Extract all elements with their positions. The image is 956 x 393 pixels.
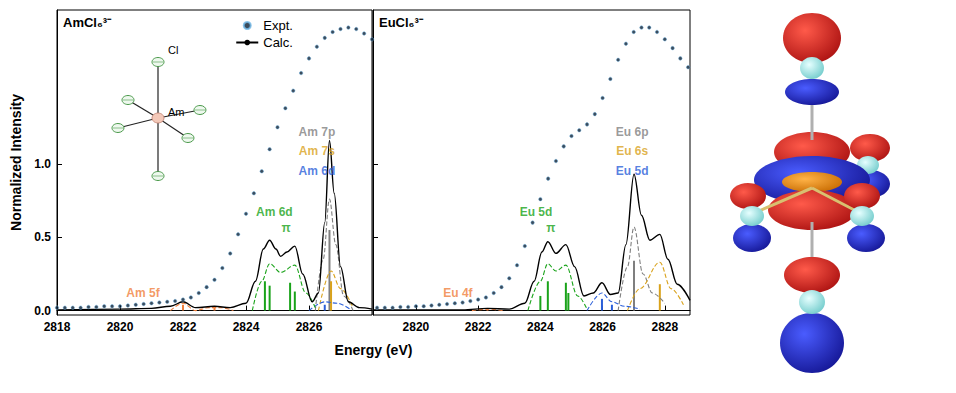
svg-text:2822: 2822	[465, 320, 492, 334]
svg-text:π: π	[546, 221, 555, 235]
svg-text:2824: 2824	[233, 320, 260, 334]
svg-text:AmCl₆³⁻: AmCl₆³⁻	[63, 15, 112, 30]
svg-text:EuCl₆³⁻: EuCl₆³⁻	[379, 15, 424, 30]
svg-text:Eu 6s: Eu 6s	[616, 144, 648, 158]
svg-text:2820: 2820	[107, 320, 134, 334]
svg-text:Eu 5d: Eu 5d	[520, 205, 553, 219]
svg-text:2826: 2826	[296, 320, 323, 334]
svg-text:2826: 2826	[589, 320, 616, 334]
svg-text:Normalized Intensity: Normalized Intensity	[8, 94, 24, 231]
svg-text:Am 5f: Am 5f	[126, 286, 160, 300]
svg-text:2824: 2824	[527, 320, 554, 334]
svg-text:Am 7s: Am 7s	[299, 144, 335, 158]
svg-text:Calc.: Calc.	[263, 35, 293, 50]
svg-text:0.5: 0.5	[34, 230, 51, 244]
svg-text:Energy (eV): Energy (eV)	[335, 342, 413, 358]
svg-text:π: π	[281, 221, 290, 235]
svg-text:Am: Am	[168, 106, 185, 118]
svg-text:Eu 4f: Eu 4f	[443, 286, 473, 300]
svg-text:Am 7p: Am 7p	[299, 125, 336, 139]
svg-text:2818: 2818	[44, 320, 71, 334]
svg-text:Eu 5d: Eu 5d	[616, 164, 649, 178]
svg-text:2820: 2820	[403, 320, 430, 334]
svg-text:1.0: 1.0	[34, 157, 51, 171]
svg-text:Am 6d: Am 6d	[256, 205, 293, 219]
svg-text:0.0: 0.0	[34, 304, 51, 318]
svg-text:Cl: Cl	[168, 44, 178, 56]
svg-text:Eu 6p: Eu 6p	[616, 125, 649, 139]
svg-text:2822: 2822	[170, 320, 197, 334]
svg-text:Expt.: Expt.	[263, 18, 293, 33]
svg-text:2828: 2828	[651, 320, 678, 334]
svg-text:Am 6d: Am 6d	[299, 164, 336, 178]
